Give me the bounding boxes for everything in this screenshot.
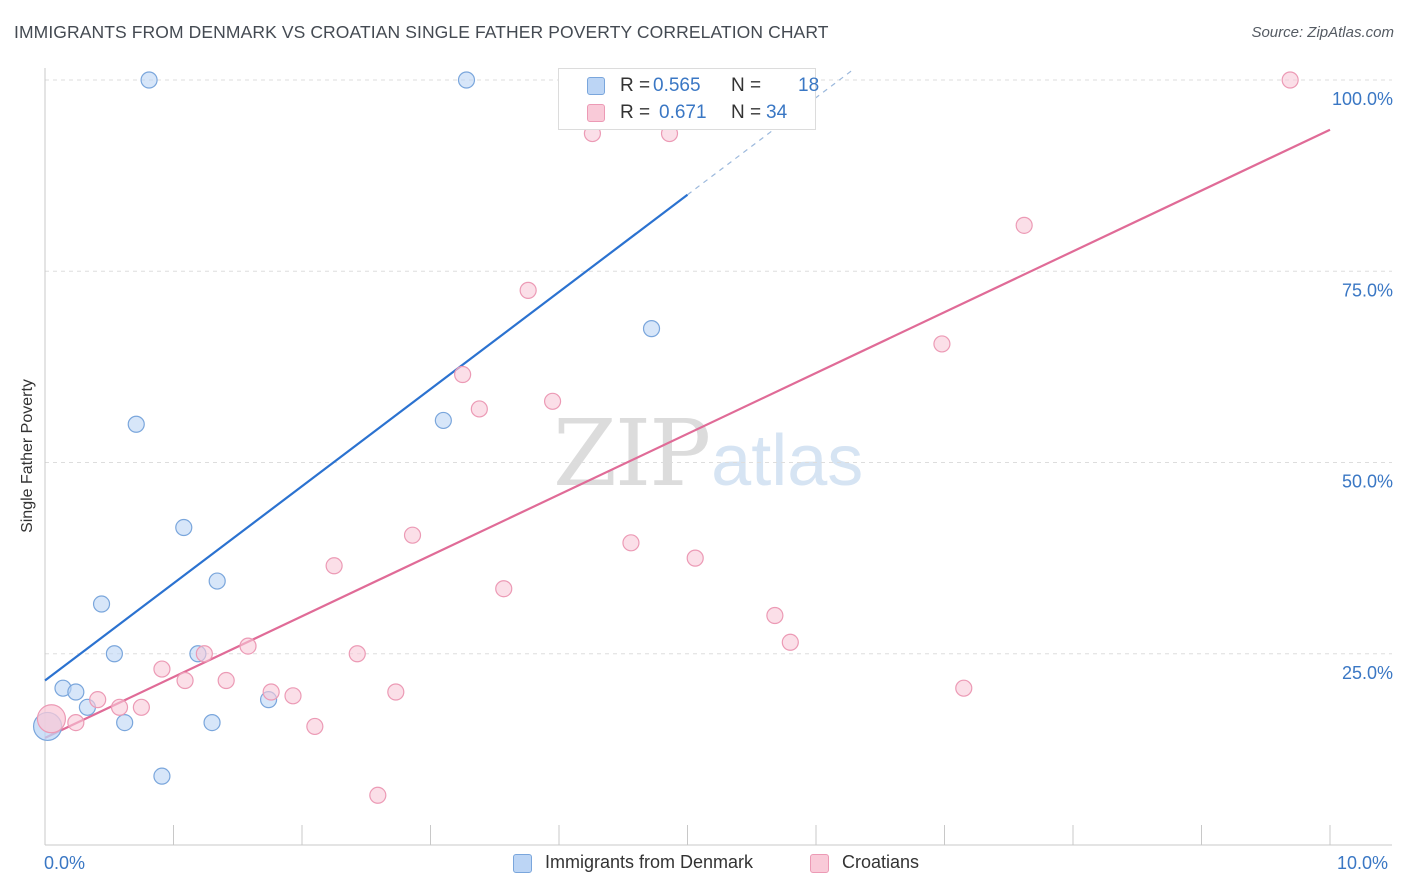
denmark-point (127, 415, 145, 433)
legend-n-label: N = (731, 102, 762, 123)
point-layer (32, 71, 1299, 804)
croatians-point (781, 633, 799, 651)
croatians-point (1015, 216, 1033, 234)
x-axis-min-label: 0.0% (44, 853, 86, 873)
croatians-point (89, 691, 107, 709)
croatians-point (686, 549, 704, 567)
croatians-point (454, 365, 472, 384)
grid-layer (45, 79, 1392, 655)
legend-r-label: R = (620, 75, 651, 96)
legend-n-label: N = (731, 75, 762, 96)
y-tick-label: 100.0% (1332, 89, 1393, 109)
chart-title: IMMIGRANTS FROM DENMARK VS CROATIAN SING… (14, 22, 829, 42)
croatians-point (325, 557, 343, 575)
correlation-legend: R = 0.565 N = 18 R = 0.671 N = 34 (558, 68, 820, 130)
legend-n-value: 18 (798, 75, 820, 96)
croatians-point (348, 645, 366, 663)
label-layer: 25.0% 50.0% 75.0% 100.0% (1332, 89, 1393, 683)
croatians-point (67, 713, 85, 732)
x-axis-max-label: 10.0% (1337, 853, 1389, 873)
croatians-point (766, 606, 784, 625)
croatians-point (132, 698, 150, 716)
legend-r-label: R = (620, 102, 651, 123)
denmark-point (175, 518, 193, 537)
croatians-point (495, 580, 513, 598)
denmark-point (434, 411, 452, 430)
croatians-point (622, 534, 640, 552)
croatians-point (933, 335, 951, 353)
denmark-point (457, 71, 476, 89)
croatians-point (195, 645, 213, 663)
denmark-point (203, 713, 221, 732)
denmark-point (642, 320, 661, 338)
legend-swatch-pink (810, 854, 829, 873)
croatians-point (519, 281, 537, 299)
croatians-point (369, 786, 387, 804)
croatians-point (284, 687, 302, 705)
croatians-point (153, 660, 171, 678)
croatians-point (176, 671, 194, 690)
denmark-trendline-extension (687, 68, 855, 196)
legend-r-value: 0.565 (653, 75, 701, 96)
denmark-point (105, 645, 123, 663)
legend-r-value: 0.671 (659, 102, 707, 123)
legend-label-denmark: Immigrants from Denmark (545, 852, 754, 872)
denmark-trendline (44, 193, 689, 682)
denmark-point (116, 713, 134, 732)
source-credit[interactable]: Source: ZipAtlas.com (1251, 24, 1394, 41)
legend-n-value: 34 (766, 102, 788, 123)
croatians-point (543, 392, 562, 410)
y-axis-title: Single Father Poverty (19, 379, 36, 533)
croatians-point (1281, 71, 1299, 89)
croatians-point (387, 683, 405, 701)
croatians-point (217, 671, 235, 690)
denmark-point (92, 595, 111, 613)
croatians-point (306, 717, 324, 736)
denmark-point (140, 71, 158, 89)
denmark-point (67, 683, 85, 701)
croatians-point (955, 679, 973, 697)
croatians-point (110, 698, 129, 716)
trend-layer (44, 68, 1331, 739)
y-tick-label: 75.0% (1342, 280, 1393, 300)
legend-swatch-pink (587, 104, 605, 122)
legend-label-croatians: Croatians (842, 852, 920, 872)
legend-swatch-blue (513, 854, 532, 873)
denmark-point (208, 572, 226, 590)
axis-layer (44, 68, 1392, 846)
y-tick-label: 50.0% (1342, 472, 1393, 492)
croatians-trendline (44, 128, 1331, 739)
denmark-point (153, 767, 171, 785)
croatians-point (36, 704, 67, 734)
croatians-point (239, 637, 257, 655)
croatians-point (470, 400, 488, 418)
croatians-point (403, 526, 422, 544)
y-tick-label: 25.0% (1342, 663, 1393, 683)
croatians-point (262, 683, 280, 701)
legend-swatch-blue (587, 77, 605, 95)
